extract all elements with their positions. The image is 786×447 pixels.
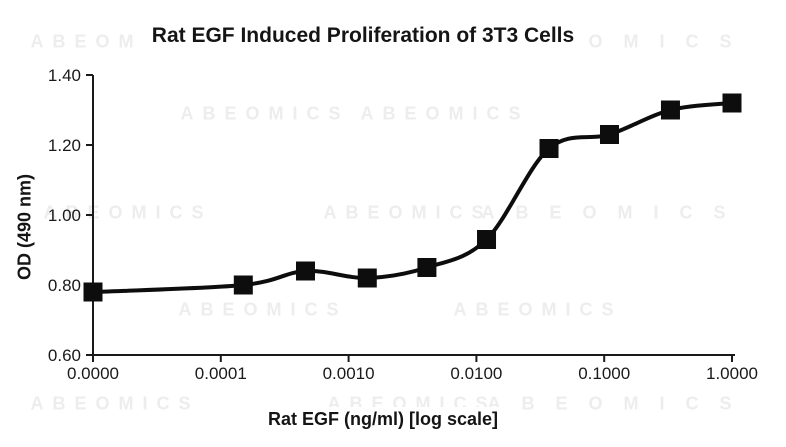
x-tick-label: 0.0001 <box>195 364 247 383</box>
data-line <box>92 101 733 294</box>
data-point-marker <box>233 275 253 295</box>
chart-title: Rat EGF Induced Proliferation of 3T3 Cel… <box>137 19 589 53</box>
x-tick-label: 0.1000 <box>578 364 630 383</box>
watermark-text: ABEOMICS <box>360 103 530 124</box>
data-point-marker <box>296 261 316 281</box>
data-point-marker <box>417 258 437 277</box>
x-tick-label: 0.0000 <box>67 364 119 383</box>
y-tick-label: 0.60 <box>48 346 81 365</box>
y-tick-label: 1.20 <box>48 136 81 155</box>
y-tick-label: 0.80 <box>48 276 81 295</box>
x-tick-label: 0.0010 <box>323 364 375 383</box>
x-tick-label: 1.0000 <box>706 364 758 383</box>
data-point-marker <box>357 268 377 288</box>
x-axis-title: Rat EGF (ng/ml) [log scale] <box>257 407 509 432</box>
y-axis-title: OD (490 nm) <box>14 173 35 281</box>
watermark-text: ABEOMICS <box>323 202 493 223</box>
watermark-text: ABEOMICS <box>481 202 747 223</box>
watermark-text: ABEOMICS <box>180 103 350 124</box>
y-tick-label: 1.00 <box>48 206 81 225</box>
watermark-text: ABEOMICS <box>30 393 200 414</box>
axis-lines <box>92 75 735 356</box>
data-point-marker <box>599 125 619 144</box>
data-point-marker <box>539 139 559 158</box>
y-tick-label: 1.40 <box>48 66 81 85</box>
x-tick-label: 0.0100 <box>450 364 502 383</box>
data-point-marker <box>477 230 497 249</box>
data-point-marker <box>83 282 103 302</box>
watermark-text: ABEOMICS <box>487 393 753 414</box>
data-point-marker <box>722 93 742 113</box>
watermark-text: ABEOMICS <box>178 299 348 320</box>
data-point-marker <box>660 100 680 120</box>
watermark-text: ABEOMICS <box>43 202 213 223</box>
watermark-text: ABEOMICS <box>453 299 623 320</box>
